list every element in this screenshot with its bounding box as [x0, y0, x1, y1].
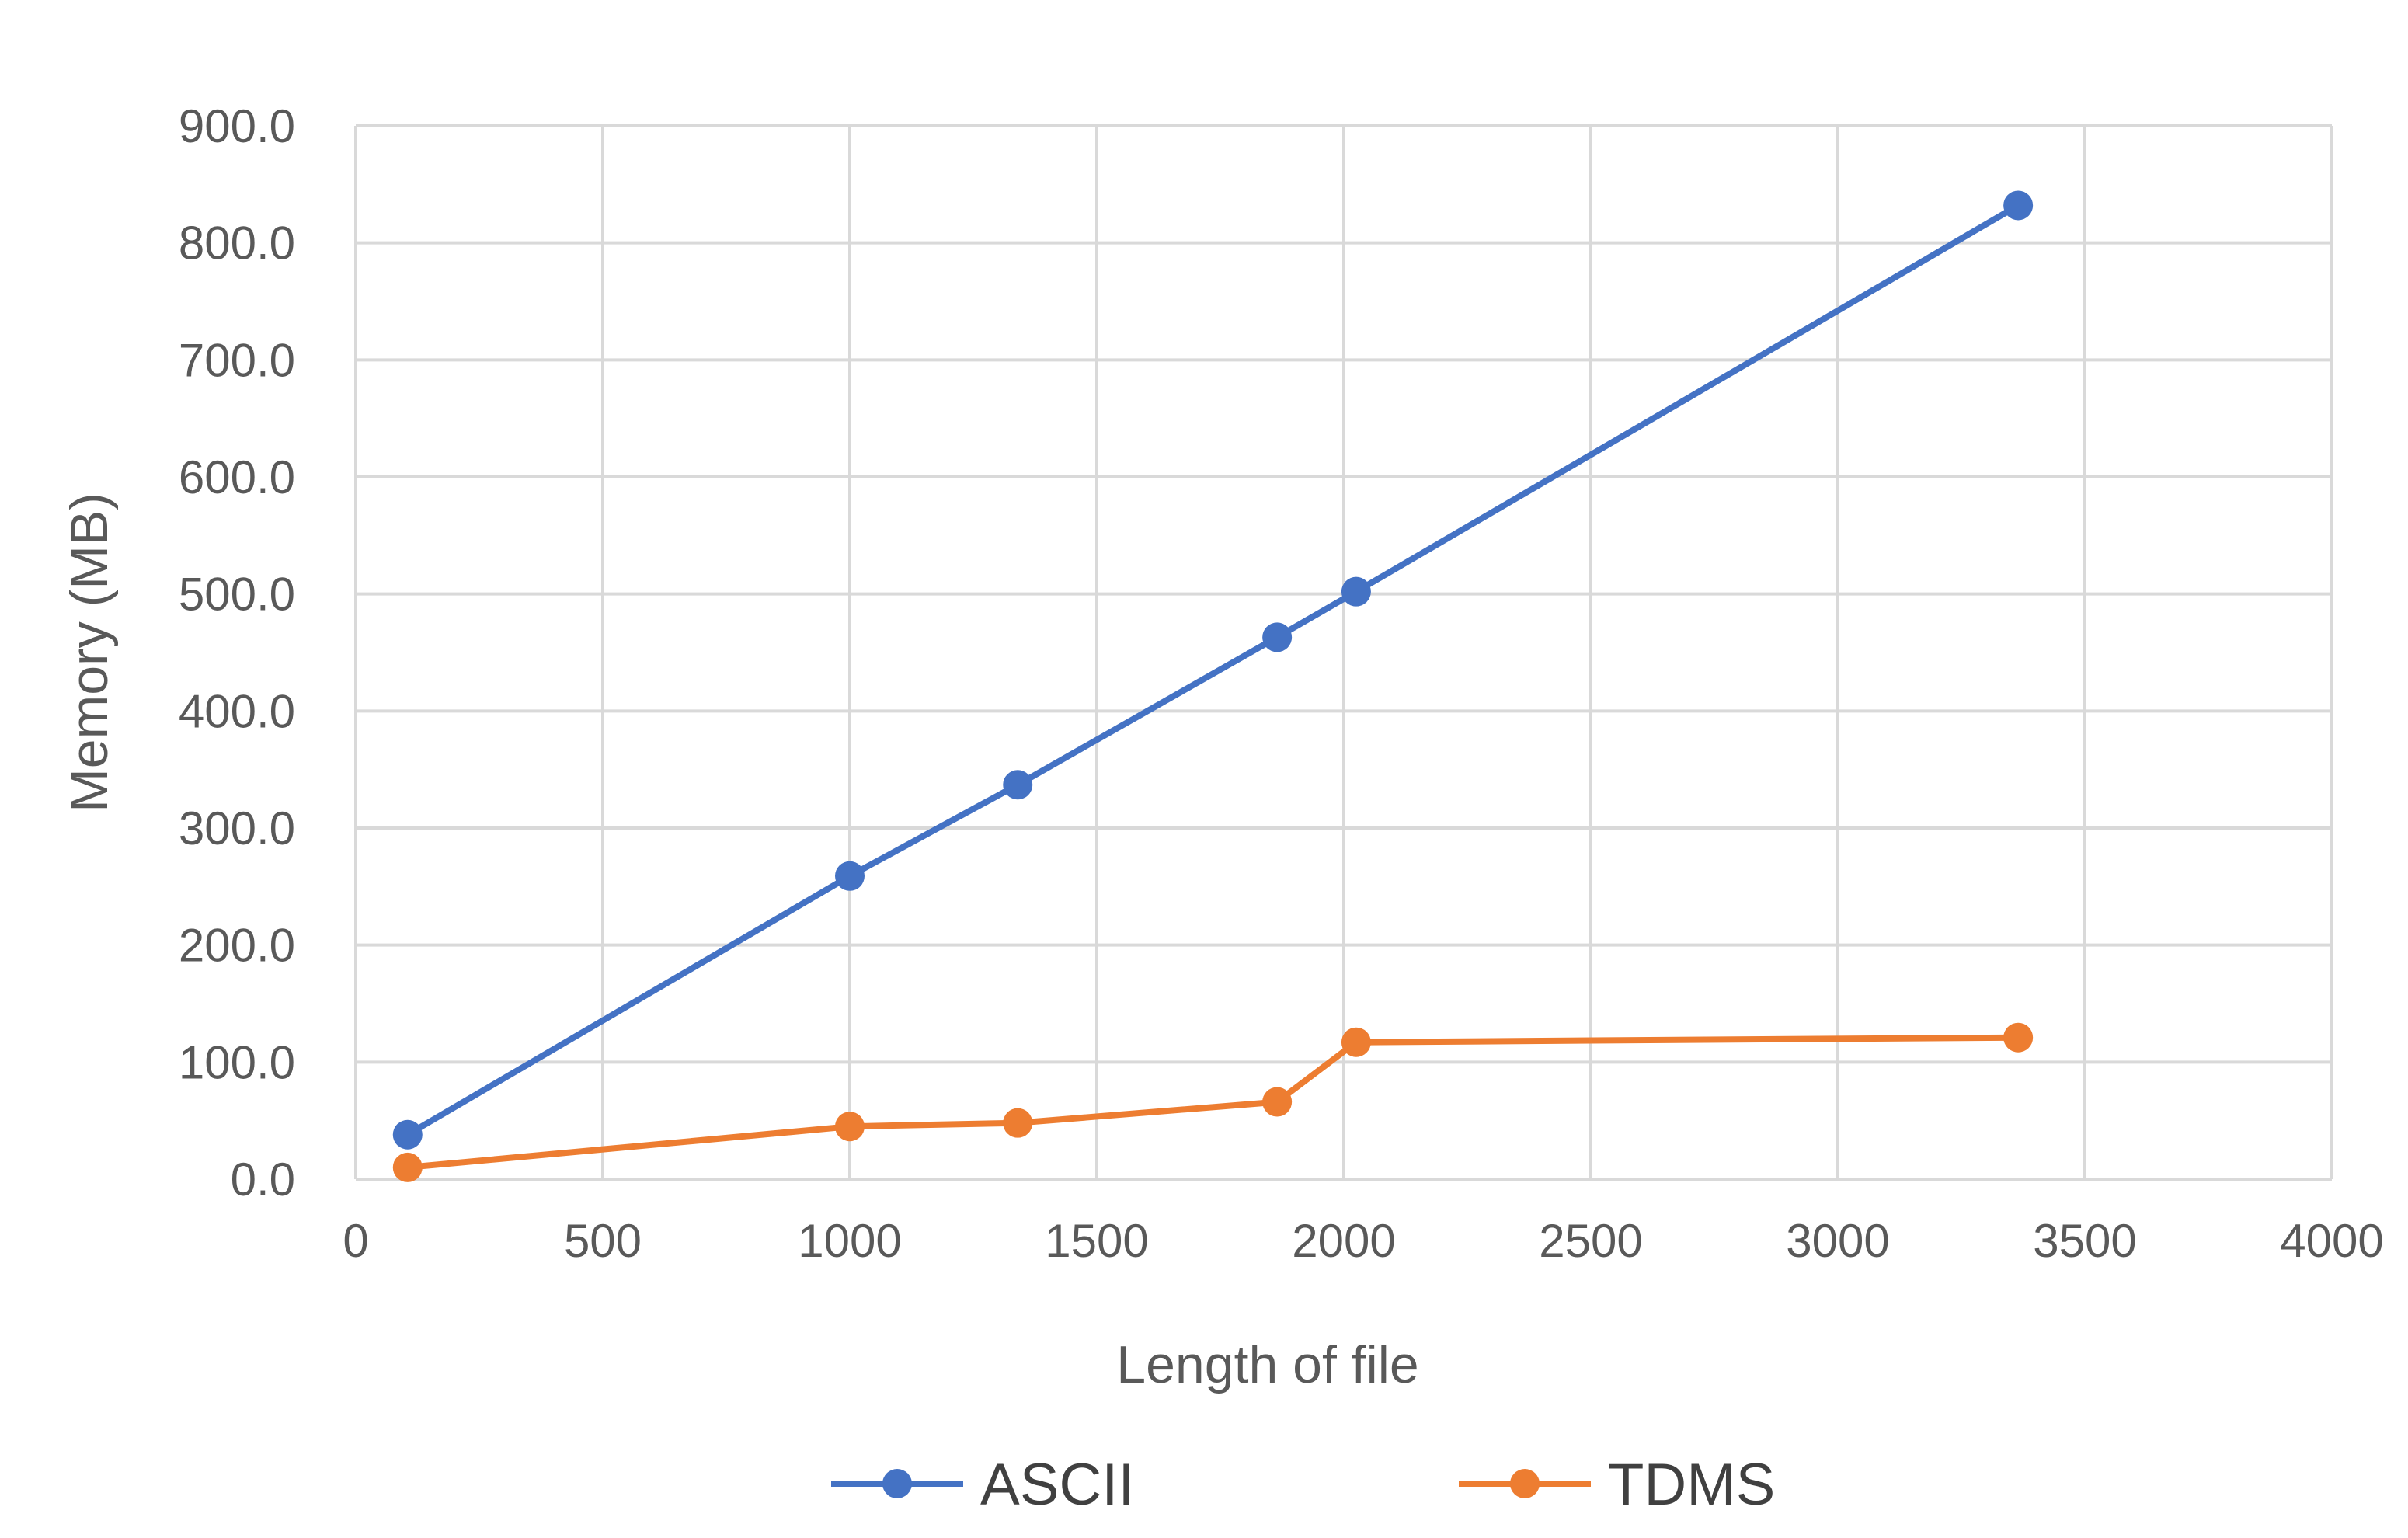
grid — [354, 124, 2333, 1181]
data-point-tdms — [2003, 1022, 2034, 1053]
y-tick-label: 500.0 — [179, 569, 295, 621]
x-tick-label: 2500 — [1539, 1215, 1642, 1267]
x-tick-label: 4000 — [2280, 1215, 2383, 1267]
y-tick-label: 0.0 — [231, 1154, 295, 1206]
y-axis-title: Memory (MB) — [60, 492, 119, 812]
series-line-tdms — [404, 1034, 2022, 1171]
x-tick-label: 3500 — [2033, 1215, 2136, 1267]
data-point-ascii — [392, 1119, 423, 1150]
y-tick-label: 400.0 — [179, 685, 295, 737]
legend: ASCII TDMS — [831, 1452, 1775, 1518]
data-point-ascii — [1003, 770, 1033, 800]
data-point-tdms — [835, 1112, 865, 1142]
x-tick-label: 3000 — [1786, 1215, 1889, 1267]
legend-item-tdms: TDMS — [1459, 1452, 1775, 1518]
series-line-ascii — [404, 202, 2022, 1138]
x-tick-label: 1000 — [798, 1215, 901, 1267]
y-tick-label: 100.0 — [179, 1036, 295, 1088]
y-tick-label: 700.0 — [179, 334, 295, 386]
series-ascii — [392, 190, 2034, 1150]
data-point-tdms — [1341, 1027, 1371, 1057]
y-tick-label: 600.0 — [179, 451, 295, 503]
y-tick-label: 200.0 — [179, 920, 295, 972]
legend-item-ascii: ASCII — [831, 1452, 1135, 1518]
y-tick-label: 900.0 — [179, 100, 295, 152]
series-layer — [392, 190, 2034, 1182]
data-point-ascii — [1341, 576, 1371, 607]
data-point-tdms — [1003, 1108, 1033, 1138]
x-tick-label: 1500 — [1045, 1215, 1148, 1267]
y-tick-label: 800.0 — [179, 217, 295, 270]
y-axis-ticks: 0.0 100.0 200.0 300.0 400.0 500.0 600.0 700.0 80… — [179, 100, 295, 1206]
data-point-tdms — [1262, 1087, 1293, 1117]
legend-marker-tdms — [1510, 1469, 1540, 1498]
y-tick-label: 300.0 — [179, 802, 295, 854]
x-tick-label: 0 — [343, 1215, 368, 1267]
data-point-ascii — [2003, 190, 2034, 221]
x-tick-label: 2000 — [1292, 1215, 1395, 1267]
x-tick-label: 500 — [564, 1215, 642, 1267]
legend-label-tdms: TDMS — [1608, 1452, 1775, 1518]
legend-label-ascii: ASCII — [980, 1452, 1135, 1518]
data-point-ascii — [1262, 622, 1293, 652]
data-point-ascii — [835, 861, 865, 891]
data-point-tdms — [392, 1152, 423, 1182]
x-axis-ticks: 0 500 1000 1500 2000 2500 3000 3500 4000 — [343, 1215, 2383, 1267]
series-tdms — [392, 1022, 2034, 1182]
legend-marker-ascii — [882, 1469, 912, 1498]
x-axis-title: Length of file — [1116, 1335, 1418, 1394]
